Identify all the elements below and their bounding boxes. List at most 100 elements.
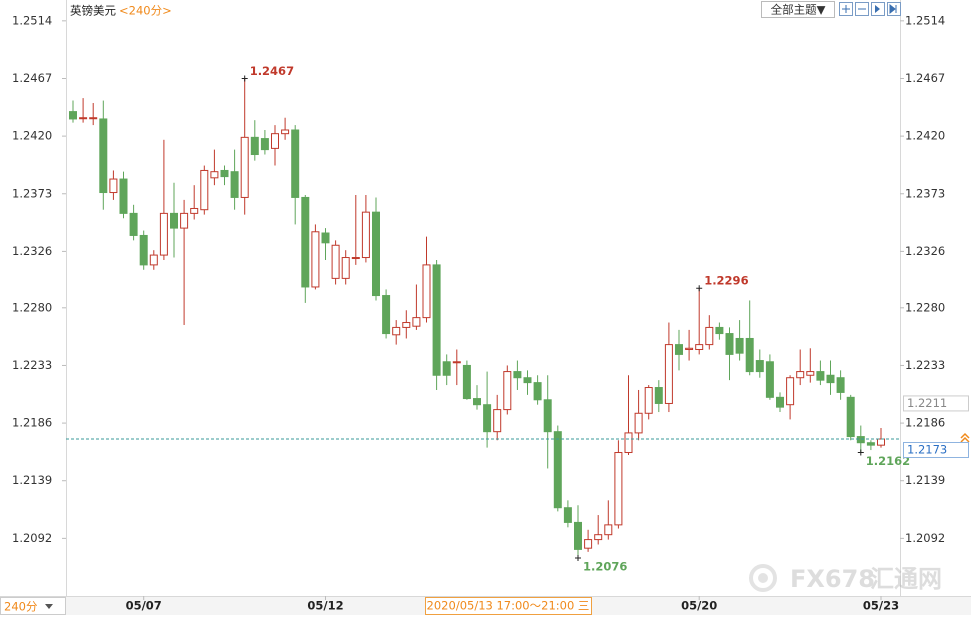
y2-tick-label: 1.2514	[905, 13, 945, 27]
candle-body	[281, 129, 290, 135]
candle-body	[220, 169, 229, 178]
candle-body	[675, 344, 683, 355]
candle-body	[705, 326, 714, 346]
candle-body	[351, 257, 360, 260]
theme-button[interactable]: 全部主题▼	[771, 3, 826, 17]
end-glyph	[889, 3, 897, 15]
y2-tick-label: 1.2186	[905, 416, 945, 430]
extreme-marker	[696, 285, 703, 292]
candle-body	[432, 264, 441, 376]
extreme-label: 1.2076	[583, 559, 627, 573]
watermark: FX678 汇通网	[749, 564, 942, 593]
candle-body	[301, 196, 310, 288]
candle-body	[119, 178, 128, 214]
candle-body	[250, 136, 259, 156]
candle-body	[553, 431, 562, 509]
ref-price-label: 1.2211	[907, 396, 947, 410]
candle-body	[139, 234, 148, 266]
candle-body	[442, 361, 451, 376]
candle-body	[715, 326, 724, 335]
x-tick-label: 05/07	[126, 599, 162, 613]
y-tick-label: 1.2420	[12, 129, 52, 143]
candle-body	[412, 317, 421, 327]
candle-body	[230, 171, 239, 198]
y2-tick-label: 1.2139	[905, 473, 945, 487]
candle-body	[664, 344, 673, 404]
candle-body	[473, 398, 481, 406]
chart-title: 英镑美元	[70, 4, 116, 18]
extreme-label: 1.2296	[704, 274, 748, 288]
candle-body	[563, 507, 572, 523]
candle-body	[190, 207, 199, 214]
watermark-text-cn: 汇通网	[870, 565, 942, 593]
watermark-logo	[749, 564, 777, 592]
candle-body	[866, 442, 875, 446]
candle-body	[513, 371, 522, 379]
y2-tick-label: 1.2467	[905, 71, 945, 85]
theme-button-box[interactable]	[761, 1, 835, 18]
extreme-label: 1.2162	[866, 454, 910, 468]
candle-body	[452, 361, 461, 364]
candles	[69, 78, 885, 558]
period-label[interactable]: <240分>	[119, 4, 172, 18]
candle-body	[180, 212, 189, 229]
candle-body	[321, 232, 330, 244]
extreme-marker	[857, 449, 864, 456]
candle-body	[765, 361, 774, 398]
y-tick-label: 1.2326	[12, 244, 52, 258]
candle-body	[755, 360, 764, 373]
candle-body	[240, 136, 249, 198]
candle-body	[725, 333, 734, 355]
candle-body	[291, 129, 300, 198]
candle-body	[99, 118, 108, 194]
extreme-marker	[241, 75, 248, 82]
x-tick-label: 05/23	[863, 599, 899, 613]
candle-body	[382, 295, 391, 335]
candle-body	[846, 396, 855, 438]
candle-body	[543, 399, 552, 433]
y2-tick-label: 1.2280	[905, 300, 945, 314]
candle-body	[634, 412, 643, 434]
extreme-marker	[575, 554, 581, 561]
candle-body	[200, 169, 209, 211]
candle-body	[392, 326, 401, 336]
watermark-logo-dot	[758, 573, 768, 583]
y-tick-label: 1.2514	[12, 13, 52, 27]
candle-body	[836, 377, 845, 393]
y2-tick-label: 1.2233	[905, 358, 945, 372]
candle-body	[422, 264, 431, 319]
y2-tick-label: 1.2092	[905, 531, 945, 545]
candle-body	[129, 212, 138, 236]
candle-body	[402, 322, 411, 328]
candle-body	[271, 133, 279, 149]
y2-tick-label: 1.2373	[905, 186, 945, 200]
step-glyph	[875, 5, 880, 13]
y2-tick-label: 1.2420	[905, 129, 945, 143]
candle-body	[533, 382, 542, 401]
watermark-text: FX678	[790, 565, 875, 593]
candle-body	[695, 344, 704, 351]
candle-body	[311, 231, 320, 288]
y-tick-label: 1.2233	[12, 358, 52, 372]
candle-body	[149, 254, 158, 266]
candle-body	[654, 387, 663, 404]
y-tick-label: 1.2280	[12, 300, 52, 314]
x-tick-label: 05/20	[681, 599, 717, 613]
candle-body	[856, 436, 865, 444]
y-tick-label: 1.2092	[12, 531, 52, 545]
extreme-label: 1.2467	[250, 64, 294, 78]
candle-body	[826, 374, 835, 384]
y2-tick-label: 1.2326	[905, 244, 945, 258]
candle-body	[644, 387, 653, 414]
scroll-up-icon[interactable]	[960, 432, 970, 443]
y-tick-label: 1.2467	[12, 71, 52, 85]
candle-body	[341, 257, 350, 279]
candle-body	[69, 111, 77, 120]
y-tick-label: 1.2186	[12, 416, 52, 430]
candle-body	[462, 364, 471, 400]
candle-body	[594, 534, 603, 541]
period-select[interactable]: 240分	[4, 600, 38, 614]
candle-body	[89, 117, 98, 120]
